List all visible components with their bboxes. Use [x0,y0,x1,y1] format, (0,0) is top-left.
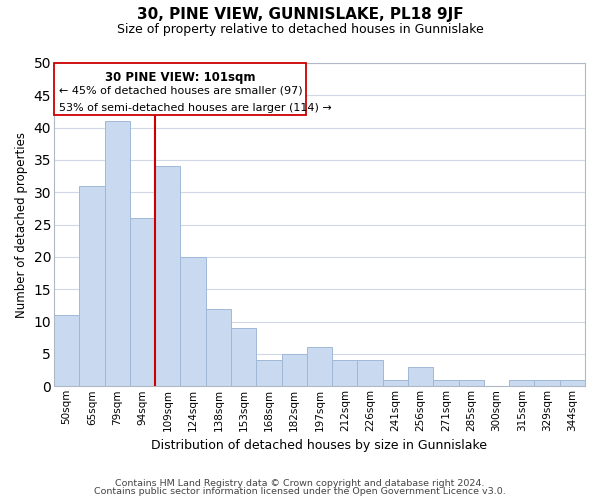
Bar [535,380,560,386]
Bar [458,380,484,386]
Bar [332,360,358,386]
Bar [181,257,206,386]
Text: Contains HM Land Registry data © Crown copyright and database right 2024.: Contains HM Land Registry data © Crown c… [115,478,485,488]
X-axis label: Distribution of detached houses by size in Gunnislake: Distribution of detached houses by size … [151,440,487,452]
Text: Size of property relative to detached houses in Gunnislake: Size of property relative to detached ho… [116,22,484,36]
Bar [130,218,155,386]
Text: 30, PINE VIEW, GUNNISLAKE, PL18 9JF: 30, PINE VIEW, GUNNISLAKE, PL18 9JF [137,8,463,22]
Bar [206,308,231,386]
Bar [408,367,433,386]
Bar [383,380,408,386]
Bar [307,348,332,387]
Bar [79,186,104,386]
Bar [358,360,383,386]
Text: 53% of semi-detached houses are larger (114) →: 53% of semi-detached houses are larger (… [59,104,332,114]
FancyBboxPatch shape [54,63,306,114]
Bar [231,328,256,386]
Bar [54,315,79,386]
Y-axis label: Number of detached properties: Number of detached properties [15,132,28,318]
Text: 30 PINE VIEW: 101sqm: 30 PINE VIEW: 101sqm [105,71,256,84]
Text: ← 45% of detached houses are smaller (97): ← 45% of detached houses are smaller (97… [59,86,303,96]
Bar [281,354,307,386]
Bar [509,380,535,386]
Bar [104,121,130,386]
Bar [155,166,181,386]
Bar [560,380,585,386]
Bar [433,380,458,386]
Bar [256,360,281,386]
Text: Contains public sector information licensed under the Open Government Licence v3: Contains public sector information licen… [94,487,506,496]
